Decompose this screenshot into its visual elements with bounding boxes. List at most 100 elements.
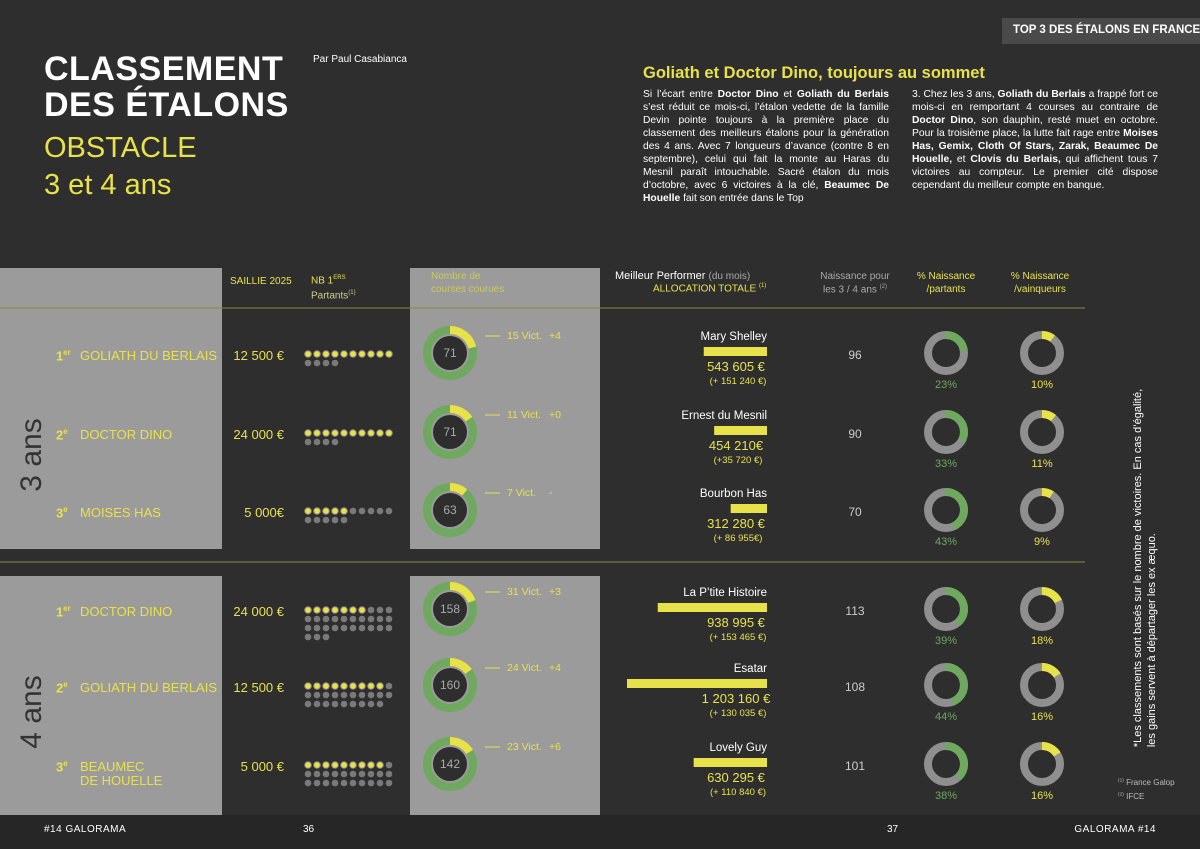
allocation: 1 203 160 € (701, 691, 771, 706)
dot-gray (358, 770, 366, 778)
header-pct: % Naissance (1010, 271, 1070, 282)
dot-gray (322, 691, 330, 699)
courses-value: 160 (439, 678, 461, 692)
pct-partants: 38% (934, 790, 958, 802)
dot-gray (313, 615, 321, 623)
dot-yellow (304, 606, 312, 614)
dot-gray (322, 615, 330, 623)
dot-gray (322, 359, 330, 367)
pct-vainqueurs-arc (1020, 742, 1064, 786)
footnote: (1) France Galop (1118, 778, 1175, 787)
dot-gray (322, 633, 330, 641)
victories-arc (423, 658, 477, 712)
pct-vainqueurs: 16% (1030, 790, 1054, 802)
dot-gray (304, 615, 312, 623)
dot-gray (322, 770, 330, 778)
subtitle-line: OBSTACLE (44, 132, 197, 164)
dot-gray (313, 691, 321, 699)
victories: 24 Vict. (507, 662, 542, 674)
allocation-delta: (+ 110 840 €) (709, 787, 767, 798)
article-text: et (952, 154, 971, 165)
dot-gray (349, 691, 357, 699)
dot-gray (376, 606, 384, 614)
dot-yellow (340, 507, 348, 515)
article-text: a frappé fort ce mois-ci en remportant 4… (912, 89, 1158, 113)
dot-gray (385, 615, 393, 623)
group-label: 3 ans (15, 418, 48, 492)
donut-center (433, 668, 467, 702)
header-aside: (du mois) (708, 271, 751, 282)
article-text: s’est réduit ce mois-ci, l’étalon vedett… (643, 102, 889, 191)
rank-number: 2 (56, 427, 64, 443)
article-text: Goliath du Berlais (796, 89, 890, 100)
dot-gray (331, 700, 339, 708)
dot-yellow (313, 350, 321, 358)
donut-center (433, 336, 467, 370)
allocation-delta: (+ 86 955€) (713, 533, 763, 544)
rank-number: 1 (56, 348, 64, 364)
article-text: qui affichent tous 7 victoires au compte… (912, 154, 1158, 191)
pct-vainqueurs-arc (1020, 331, 1064, 375)
dot-yellow (358, 606, 366, 614)
allocation-delta: (+35 720 €) (713, 455, 763, 466)
dot-gray (304, 633, 312, 641)
pct-vainqueurs-arc (1020, 587, 1064, 631)
donut-track (1020, 331, 1064, 375)
allocation: 454 210€ (708, 438, 764, 453)
stallion-name: DOCTOR DINO (80, 604, 173, 619)
dot-gray (331, 779, 339, 787)
donut-center (433, 415, 467, 449)
stallion-name: GOLIATH DU BERLAIS (80, 680, 218, 695)
header-naissance: Naissance pour (820, 271, 890, 282)
article-text: , son dauphin, resté muet en octobre. Po… (912, 115, 1159, 139)
dot-gray (340, 691, 348, 699)
header-naissance: les 3 / 4 ans (2) (823, 284, 887, 295)
courses-value: 71 (443, 346, 457, 360)
dot-yellow (376, 429, 384, 437)
performer: Ernest du Mesnil (681, 410, 767, 422)
dot-gray (313, 438, 321, 446)
victories-delta: - (549, 487, 553, 499)
header-note: (2) (879, 284, 888, 290)
pct-vainqueurs: 11% (1031, 458, 1053, 470)
dot-gray (322, 624, 330, 632)
dot-yellow (349, 682, 357, 690)
dot-yellow (349, 350, 357, 358)
dot-yellow (358, 429, 366, 437)
victories-arc (423, 582, 477, 636)
side-note-line: les gains servent à départager les ex æq… (1146, 533, 1158, 748)
dot-yellow (367, 429, 375, 437)
victories-delta: +3 (549, 586, 561, 598)
dot-gray (304, 691, 312, 699)
allocation: 630 295 € (707, 770, 765, 785)
side-note-line: *Les classements sont basés sur le nombr… (1132, 388, 1144, 748)
dot-gray (322, 438, 330, 446)
dot-gray (376, 700, 384, 708)
article-text: 3. Chez les 3 ans, (912, 89, 998, 100)
dot-gray (331, 359, 339, 367)
dot-gray (367, 770, 375, 778)
dot-gray (376, 770, 384, 778)
pct-partants-arc (924, 742, 968, 786)
rank: 1er (56, 604, 71, 619)
naissance: 96 (848, 348, 862, 362)
header-text: les 3 / 4 ans (822, 284, 877, 296)
performer: Bourbon Has (699, 488, 767, 500)
allocation-bar (730, 504, 767, 513)
dot-yellow (304, 429, 312, 437)
dot-gray (367, 691, 375, 699)
dot-gray (313, 516, 321, 524)
dot-gray (385, 606, 393, 614)
page-number: 36 (303, 824, 315, 835)
courses-value: 71 (443, 425, 457, 439)
dot-gray (367, 606, 375, 614)
dot-yellow (376, 350, 384, 358)
pct-partants: 33% (934, 458, 958, 470)
dot-gray (340, 779, 348, 787)
dot-yellow (349, 761, 357, 769)
allocation-bar (657, 603, 767, 612)
rank-suffix: e (63, 427, 68, 436)
dot-gray (367, 700, 375, 708)
donut-center (433, 493, 467, 527)
